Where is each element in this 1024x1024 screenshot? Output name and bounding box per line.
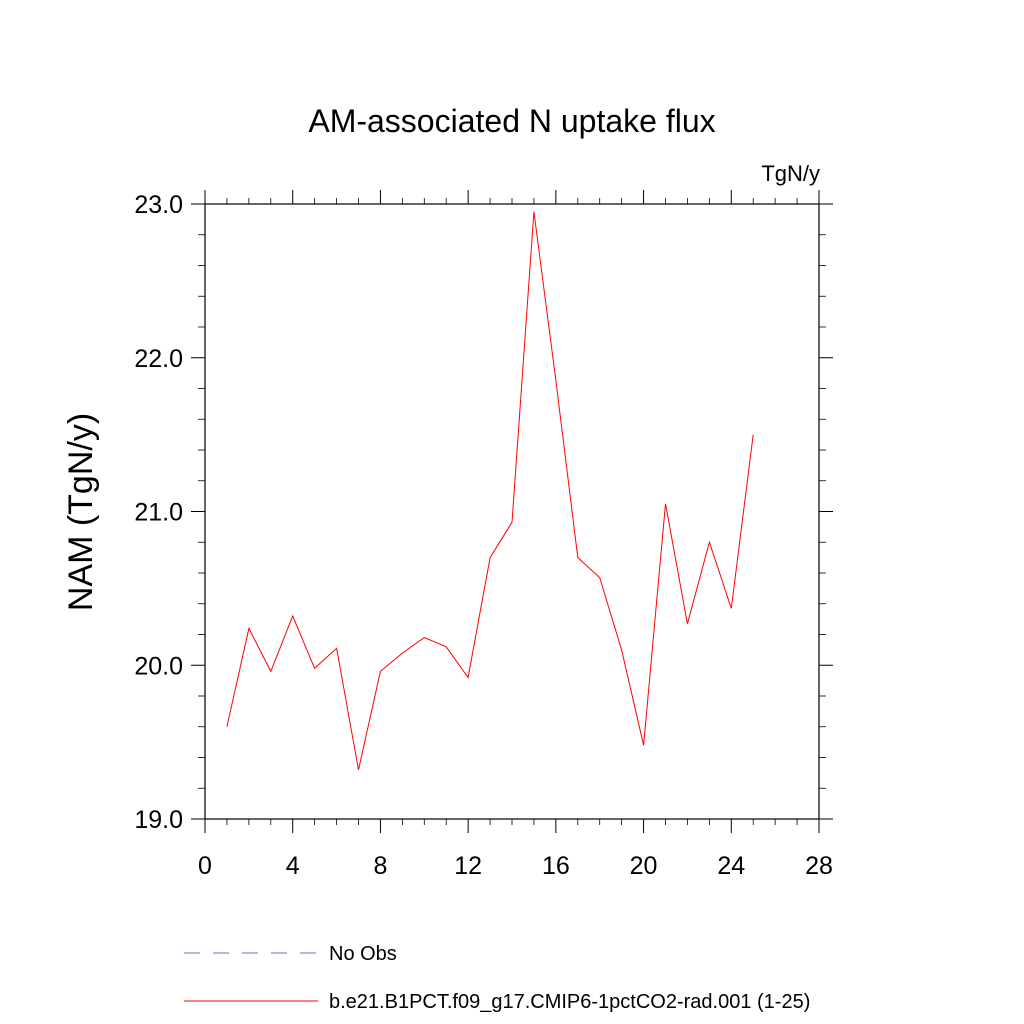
x-tick-label: 24 (717, 852, 745, 880)
x-tick-label: 20 (630, 852, 658, 880)
x-tick-label: 16 (542, 852, 570, 880)
axis-tick-labels: 0 4 8 12 16 20 24 28 19.0 20.0 21.0 22.0 23.0 (134, 191, 833, 880)
chart-title: AM-associated N uptake flux (308, 103, 715, 139)
plot-border (204, 203, 820, 820)
x-tick-label: 12 (454, 852, 482, 880)
y-tick-label: 23.0 (134, 191, 183, 219)
x-tick-label: 8 (373, 852, 387, 880)
x-tick-label: 0 (198, 852, 212, 880)
series-line (226, 211, 754, 770)
y-tick-label: 19.0 (134, 806, 183, 834)
series-layer (226, 211, 754, 770)
x-tick-label: 28 (805, 852, 833, 880)
y-tick-label: 22.0 (134, 345, 183, 373)
plot-frame (204, 203, 820, 820)
units-label: TgN/y (761, 161, 820, 186)
y-tick-label: 20.0 (134, 652, 183, 680)
legend-label: b.e21.B1PCT.f09_g17.CMIP6-1pctCO2-rad.00… (329, 991, 810, 1013)
legend: No Obs b.e21.B1PCT.f09_g17.CMIP6-1pctCO2-… (184, 943, 810, 1013)
y-axis-label: NAM (TgN/y) (62, 413, 100, 611)
legend-label: No Obs (329, 943, 397, 965)
x-tick-label: 4 (286, 852, 300, 880)
y-tick-label: 21.0 (134, 499, 183, 527)
axis-ticks (191, 190, 833, 833)
